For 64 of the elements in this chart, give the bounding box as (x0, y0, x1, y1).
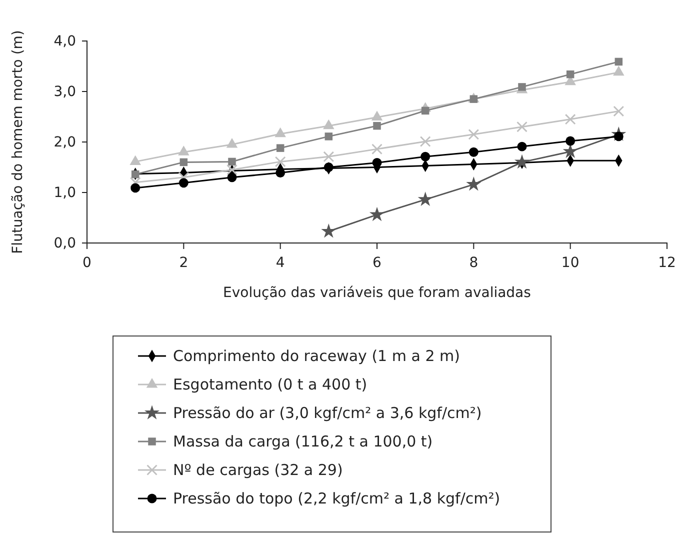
y-tick-label: 4,0 (54, 33, 76, 50)
point (566, 70, 574, 78)
point (228, 158, 236, 166)
point (274, 156, 286, 168)
x-tick-label: 2 (179, 254, 188, 271)
point (517, 142, 527, 152)
point (130, 183, 140, 193)
legend-label: Nº de cargas (32 a 29) (173, 461, 343, 479)
point (566, 136, 576, 146)
point (369, 206, 385, 222)
point (468, 128, 480, 140)
point (371, 110, 383, 121)
legend-label: Comprimento do raceway (1 m a 2 m) (173, 347, 460, 365)
legend-label: Pressão do topo (2,2 kgf/cm² a 1,8 kgf/cm²) (173, 490, 500, 508)
point (131, 170, 140, 178)
point (323, 151, 334, 162)
point (276, 144, 284, 152)
point (420, 152, 430, 162)
point (324, 162, 334, 172)
x-tick-label: 4 (276, 254, 285, 271)
point (178, 146, 190, 156)
legend-label: Pressão do ar (3,0 kgf/cm² a 3,6 kgf/cm²) (173, 404, 482, 422)
x-tick-label: 10 (561, 254, 580, 271)
y-tick-label: 2,0 (54, 134, 76, 150)
point (130, 176, 141, 188)
point (614, 58, 623, 66)
point (372, 158, 382, 168)
x-tick-label: 6 (372, 254, 382, 271)
y-tick-label: 1,0 (54, 184, 76, 201)
point (227, 172, 237, 182)
point (420, 136, 431, 147)
point (418, 192, 433, 206)
x-tick-label: 8 (469, 254, 478, 271)
point (514, 154, 530, 169)
point (613, 106, 624, 117)
legend-label: Massa da carga (116,2 t a 100,0 t) (173, 432, 433, 450)
point (323, 119, 334, 130)
x-tick-label: 0 (82, 254, 92, 271)
y-tick-label: 3,0 (54, 84, 76, 100)
point (468, 147, 478, 157)
point (180, 158, 188, 166)
y-axis-title: Flutuação do homem morto (m) (10, 30, 26, 254)
point (373, 122, 381, 130)
point (274, 127, 286, 138)
y-tick-label: 0,0 (54, 235, 76, 252)
point (518, 83, 526, 91)
x-tick-label: 12 (658, 254, 676, 271)
point (562, 144, 578, 158)
point (372, 144, 382, 155)
point (178, 172, 190, 183)
legend-label: Esgotamento (0 t a 400 t) (173, 376, 368, 394)
x-axis-title: Evolução das variáveis que foram avaliadas (223, 285, 531, 301)
point (321, 223, 336, 238)
point (324, 132, 333, 140)
point (613, 66, 624, 76)
point (276, 168, 286, 178)
point (130, 155, 141, 165)
point (564, 114, 576, 125)
point (466, 176, 482, 191)
point (178, 178, 188, 188)
point (516, 121, 528, 132)
point (470, 95, 478, 103)
point (421, 106, 430, 115)
point (226, 138, 238, 148)
